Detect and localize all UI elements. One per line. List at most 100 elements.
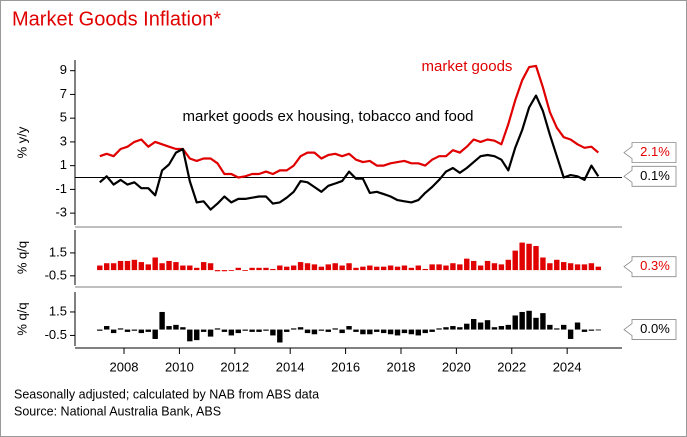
bar (533, 246, 539, 271)
bar (166, 326, 172, 330)
bar (595, 266, 602, 271)
bar (235, 267, 241, 271)
bar (533, 317, 539, 330)
end-label: 0.3% (640, 258, 670, 273)
bar (512, 250, 518, 271)
bar (221, 270, 228, 272)
y-tick-label: 7 (60, 86, 67, 101)
bar (491, 263, 498, 271)
bar (200, 262, 207, 271)
y-tick-label: 1.5 (49, 244, 67, 259)
bar (97, 265, 103, 271)
bar (290, 265, 297, 271)
bar (408, 329, 415, 335)
bar (166, 260, 172, 271)
bar (325, 329, 331, 332)
end-label: 0.0% (640, 321, 670, 336)
bar (131, 259, 138, 271)
bar (207, 263, 214, 271)
bar (145, 264, 151, 271)
bar (360, 266, 366, 271)
bar (567, 329, 574, 339)
bar (249, 329, 255, 332)
bar (519, 242, 525, 271)
chart-title: Market Goods Inflation* (12, 8, 221, 30)
bar (318, 329, 325, 331)
bar (152, 329, 158, 339)
x-tick-label: 2020 (442, 359, 471, 374)
bar (173, 262, 179, 271)
bar (429, 264, 435, 271)
bar (235, 329, 241, 334)
bar (408, 267, 415, 271)
bar (97, 329, 103, 331)
y-tick-label: 9 (60, 62, 67, 77)
bar (498, 264, 505, 271)
bar (318, 266, 325, 271)
bar (221, 329, 228, 332)
bar (560, 324, 567, 330)
bar (387, 329, 394, 335)
bar (117, 328, 124, 330)
bar (263, 329, 269, 331)
bar (228, 329, 235, 336)
bar (443, 265, 449, 271)
bar (401, 265, 408, 271)
bar (290, 328, 297, 330)
bar (574, 322, 581, 330)
bar (477, 265, 484, 271)
bar (304, 263, 311, 271)
bar (353, 267, 359, 271)
bar (194, 267, 200, 271)
line-series (99, 94, 600, 211)
x-tick-label: 2022 (497, 359, 526, 374)
bar (159, 311, 165, 330)
bar (526, 310, 532, 330)
bar (152, 257, 158, 271)
bar (380, 329, 387, 334)
bar (339, 265, 345, 271)
bar (367, 265, 373, 271)
bar (138, 262, 145, 271)
bar (117, 260, 124, 271)
bar (567, 263, 574, 271)
bar (415, 265, 421, 271)
bar (131, 329, 138, 331)
y-tick-label: 5 (60, 110, 67, 125)
bar (207, 329, 214, 337)
bar (464, 323, 470, 330)
x-tick-label: 2008 (110, 359, 139, 374)
bar (540, 257, 546, 271)
bar (304, 329, 311, 334)
bar (540, 313, 546, 330)
bar (574, 264, 581, 271)
bar (581, 264, 588, 271)
bar (415, 329, 421, 336)
bar (159, 263, 165, 271)
y-axis-label: % y/y (14, 126, 29, 158)
bar (498, 326, 505, 330)
x-tick-label: 2012 (220, 359, 249, 374)
bar (505, 324, 512, 330)
bar (360, 329, 366, 335)
bar (457, 327, 463, 330)
bar (470, 260, 477, 271)
footnote: Seasonally adjusted; calculated by NAB f… (14, 387, 319, 401)
y-axis-label: % q/q (14, 241, 29, 274)
bar (547, 324, 553, 330)
bar (429, 329, 435, 332)
bar (512, 315, 518, 330)
footnote: Source: National Australia Bank, ABS (14, 404, 221, 418)
bar (249, 267, 255, 271)
bar (110, 263, 117, 271)
bar (277, 265, 283, 271)
bar (124, 329, 131, 332)
bar (401, 329, 408, 334)
bar (297, 327, 304, 330)
bar (124, 260, 131, 271)
x-tick-label: 2010 (165, 359, 194, 374)
bar (346, 263, 352, 271)
bar (588, 263, 595, 271)
bar (560, 262, 567, 271)
